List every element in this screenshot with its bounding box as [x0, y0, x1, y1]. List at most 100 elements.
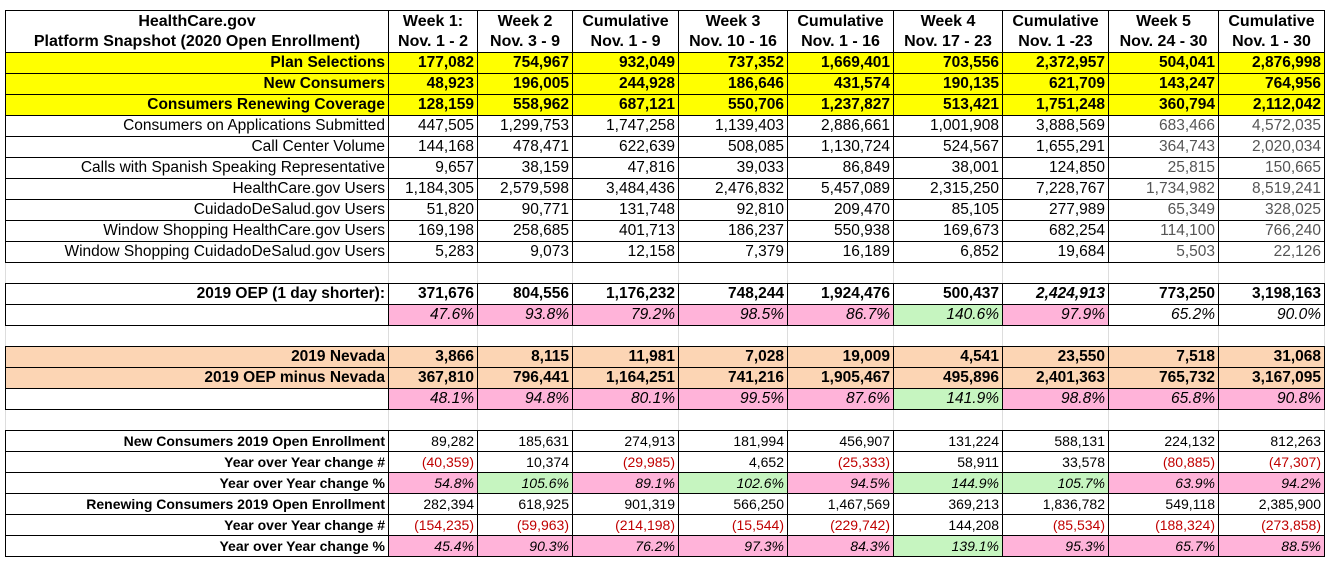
cell: 1,176,232 — [572, 283, 679, 305]
cell: 22,126 — [1218, 241, 1325, 263]
cell: 748,244 — [678, 283, 788, 305]
header-cell: Week 3 Nov. 10 - 16 — [678, 10, 788, 53]
data-row: Window Shopping HealthCare.gov Users 169,… — [5, 220, 1325, 242]
header-line: Nov. 10 - 16 — [689, 32, 777, 50]
cell: 4,541 — [893, 346, 1003, 368]
cell: 1,669,401 — [787, 52, 894, 74]
blank-cell — [787, 409, 894, 431]
cell: 621,709 — [1002, 73, 1109, 95]
cell: 141.9% — [893, 388, 1003, 410]
row-label: CuidadoDeSalud.gov Users — [5, 199, 389, 221]
header-cell: Week 2 Nov. 3 - 9 — [477, 10, 573, 53]
blank-cell — [572, 325, 679, 347]
cell: 504,041 — [1108, 52, 1219, 74]
cell: 90.0% — [1218, 304, 1325, 326]
cell: 1,467,569 — [787, 493, 894, 515]
cell: 360,794 — [1108, 94, 1219, 116]
cell: 764,956 — [1218, 73, 1325, 95]
header-line: Cumulative — [1012, 12, 1099, 30]
header-cell: Cumulative Nov. 1 - 16 — [787, 10, 894, 53]
row-label: Plan Selections — [5, 52, 389, 74]
cell: 143,247 — [1108, 73, 1219, 95]
cell: 85,105 — [893, 199, 1003, 221]
header-line: HealthCare.gov — [138, 12, 256, 30]
cell: 1,299,753 — [477, 115, 573, 137]
cell: 524,567 — [893, 136, 1003, 158]
data-row: 47.6% 93.8% 79.2% 98.5% 86.7% 140.6% 97.9% 65.2… — [5, 304, 1325, 326]
cell: 94.8% — [477, 388, 573, 410]
blank-cell — [1108, 325, 1219, 347]
cell: 932,049 — [572, 52, 679, 74]
cell: 812,263 — [1218, 430, 1325, 452]
blank-cell — [1002, 409, 1109, 431]
row-label: Year over Year change # — [5, 451, 389, 473]
cell: 105.7% — [1002, 472, 1109, 494]
cell: (40,359) — [388, 451, 478, 473]
data-row: Year over Year change % 45.4% 90.3% 76.2% 97… — [5, 535, 1325, 557]
cell: 766,240 — [1218, 220, 1325, 242]
cell: 1,164,251 — [572, 367, 679, 389]
cell: 2,315,250 — [893, 178, 1003, 200]
cell: 4,652 — [678, 451, 788, 473]
cell: (80,885) — [1108, 451, 1219, 473]
cell: 39,033 — [678, 157, 788, 179]
cell: 796,441 — [477, 367, 573, 389]
cell: 88.5% — [1218, 535, 1325, 557]
cell: 2,886,661 — [787, 115, 894, 137]
cell: 2,579,598 — [477, 178, 573, 200]
cell: 19,684 — [1002, 241, 1109, 263]
header-cell: Cumulative Nov. 1 - 9 — [572, 10, 679, 53]
cell: 622,639 — [572, 136, 679, 158]
cell: 84.3% — [787, 535, 894, 557]
header-cell: Week 5 Nov. 24 - 30 — [1108, 10, 1219, 53]
data-row: Year over Year change # (40,359) 10,374 (29… — [5, 451, 1325, 473]
cell: 550,938 — [787, 220, 894, 242]
cell: 737,352 — [678, 52, 788, 74]
blank-cell — [388, 325, 478, 347]
data-row: Calls with Spanish Speaking Representati… — [5, 157, 1325, 179]
row-label: HealthCare.gov Users — [5, 178, 389, 200]
blank-cell — [572, 409, 679, 431]
cell: 9,073 — [477, 241, 573, 263]
cell: (85,534) — [1002, 514, 1109, 536]
row-label: Renewing Consumers 2019 Open Enrollment — [5, 493, 389, 515]
cell: 3,484,436 — [572, 178, 679, 200]
cell: 3,167,095 — [1218, 367, 1325, 389]
blank-cell — [5, 409, 389, 431]
cell: 478,471 — [477, 136, 573, 158]
cell: 105.6% — [477, 472, 573, 494]
header-line: Nov. 1 - 2 — [398, 32, 468, 50]
cell: 47.6% — [388, 304, 478, 326]
header-line: Nov. 1 -23 — [1018, 32, 1093, 50]
cell: 754,967 — [477, 52, 573, 74]
cell: 10,374 — [477, 451, 573, 473]
cell: 140.6% — [893, 304, 1003, 326]
blank-cell — [893, 325, 1003, 347]
cell: 99.5% — [678, 388, 788, 410]
cell: (25,333) — [787, 451, 894, 473]
cell: 1,001,908 — [893, 115, 1003, 137]
row-label: Year over Year change % — [5, 472, 389, 494]
cell: 456,907 — [787, 430, 894, 452]
cell: 1,184,305 — [388, 178, 478, 200]
cell: (214,198) — [572, 514, 679, 536]
cell: 3,888,569 — [1002, 115, 1109, 137]
cell: 139.1% — [893, 535, 1003, 557]
cell: 89,282 — [388, 430, 478, 452]
cell: 11,981 — [572, 346, 679, 368]
cell: 369,213 — [893, 493, 1003, 515]
cell: 209,470 — [787, 199, 894, 221]
cell: 58,911 — [893, 451, 1003, 473]
row-label: 2019 Nevada — [5, 346, 389, 368]
cell: 144.9% — [893, 472, 1003, 494]
header-line: Platform Snapshot (2020 Open Enrollment) — [33, 32, 361, 50]
cell: 177,082 — [388, 52, 478, 74]
cell: 274,913 — [572, 430, 679, 452]
cell: 33,578 — [1002, 451, 1109, 473]
cell: 181,994 — [678, 430, 788, 452]
data-row: Window Shopping CuidadoDeSalud.gov Users… — [5, 241, 1325, 263]
header-line: Week 1: — [402, 12, 464, 30]
cell: 190,135 — [893, 73, 1003, 95]
cell: 1,836,782 — [1002, 493, 1109, 515]
